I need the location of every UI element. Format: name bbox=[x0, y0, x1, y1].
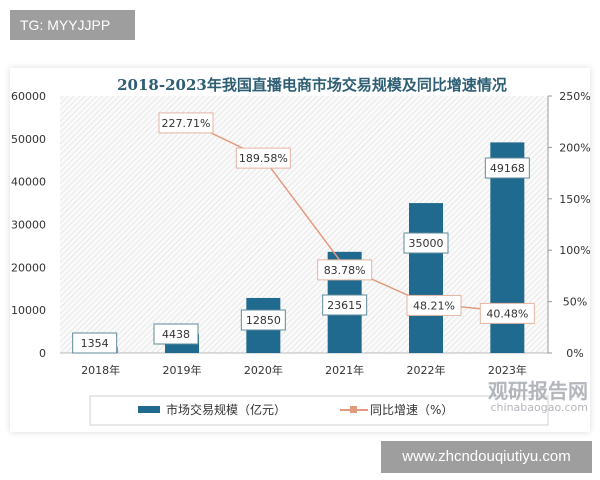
y-right-tick-label: 150% bbox=[559, 193, 590, 206]
tg-badge: TG: MYYJJPP bbox=[10, 10, 135, 40]
y-right-tick-label: 0% bbox=[566, 347, 583, 360]
bar-data-label: 4438 bbox=[162, 328, 190, 341]
y-right-tick-label: 50% bbox=[563, 296, 587, 309]
x-tick-label: 2018年 bbox=[81, 363, 120, 377]
watermark: 观研报告网 chinabaogao.com bbox=[474, 380, 588, 414]
x-tick-label: 2019年 bbox=[163, 363, 202, 377]
bar-data-label: 35000 bbox=[409, 237, 444, 250]
y-left-tick-label: 40000 bbox=[11, 176, 46, 189]
site-url: www.zhcndouqiutiyu.com bbox=[381, 441, 592, 473]
legend-bar-swatch bbox=[138, 406, 160, 413]
growth-data-label: 48.21% bbox=[413, 299, 455, 312]
y-left-tick-label: 20000 bbox=[11, 261, 46, 274]
bar-data-label-box bbox=[72, 332, 118, 354]
y-right-tick-label: 100% bbox=[559, 244, 590, 257]
growth-label-box bbox=[158, 112, 214, 134]
x-tick-label: 2020年 bbox=[244, 363, 283, 377]
y-right-tick-label: 250% bbox=[559, 90, 590, 103]
bar-data-label: 12850 bbox=[246, 314, 281, 327]
growth-label-box bbox=[406, 294, 462, 316]
legend-line-label: 同比增速（%） bbox=[370, 403, 453, 417]
bar-data-label-box bbox=[484, 157, 530, 179]
bar-data-label-box bbox=[403, 232, 449, 254]
growth-data-label: 40.48% bbox=[486, 307, 528, 320]
watermark-url: chinabaogao.com bbox=[490, 401, 589, 414]
bar bbox=[409, 203, 443, 353]
y-left-tick-label: 10000 bbox=[11, 304, 46, 317]
bar-data-label: 49168 bbox=[490, 162, 525, 175]
bar-data-label: 23615 bbox=[327, 299, 362, 312]
x-tick-label: 2022年 bbox=[407, 363, 446, 377]
y-left-tick-label: 60000 bbox=[11, 90, 46, 103]
growth-data-label: 83.78% bbox=[324, 264, 366, 277]
bar-data-label-box bbox=[322, 294, 368, 316]
growth-data-label: 189.58% bbox=[239, 152, 288, 165]
watermark-name: 观研报告网 bbox=[488, 379, 588, 403]
legend-line-marker bbox=[350, 406, 357, 413]
legend-bar-label: 市场交易规模（亿元） bbox=[166, 402, 286, 417]
bar-data-label-box bbox=[240, 309, 286, 331]
bar-data-label-box bbox=[153, 323, 199, 345]
y-left-tick-label: 30000 bbox=[11, 219, 46, 232]
growth-data-label: 227.71% bbox=[162, 117, 211, 130]
y-right-tick-label: 200% bbox=[559, 141, 590, 154]
legend bbox=[89, 395, 549, 426]
chart-title: 2018-2023年我国直播电商市场交易规模及同比增速情况 bbox=[117, 76, 507, 94]
y-left-tick-label: 0 bbox=[39, 347, 46, 360]
growth-label-box bbox=[235, 147, 291, 169]
bar-data-label: 1354 bbox=[81, 337, 109, 350]
x-tick-label: 2023年 bbox=[488, 363, 527, 377]
growth-label-box bbox=[317, 259, 373, 281]
plot-area bbox=[60, 96, 548, 353]
growth-label-box bbox=[479, 302, 535, 324]
y-left-tick-label: 50000 bbox=[11, 133, 46, 146]
x-tick-label: 2021年 bbox=[325, 363, 364, 377]
